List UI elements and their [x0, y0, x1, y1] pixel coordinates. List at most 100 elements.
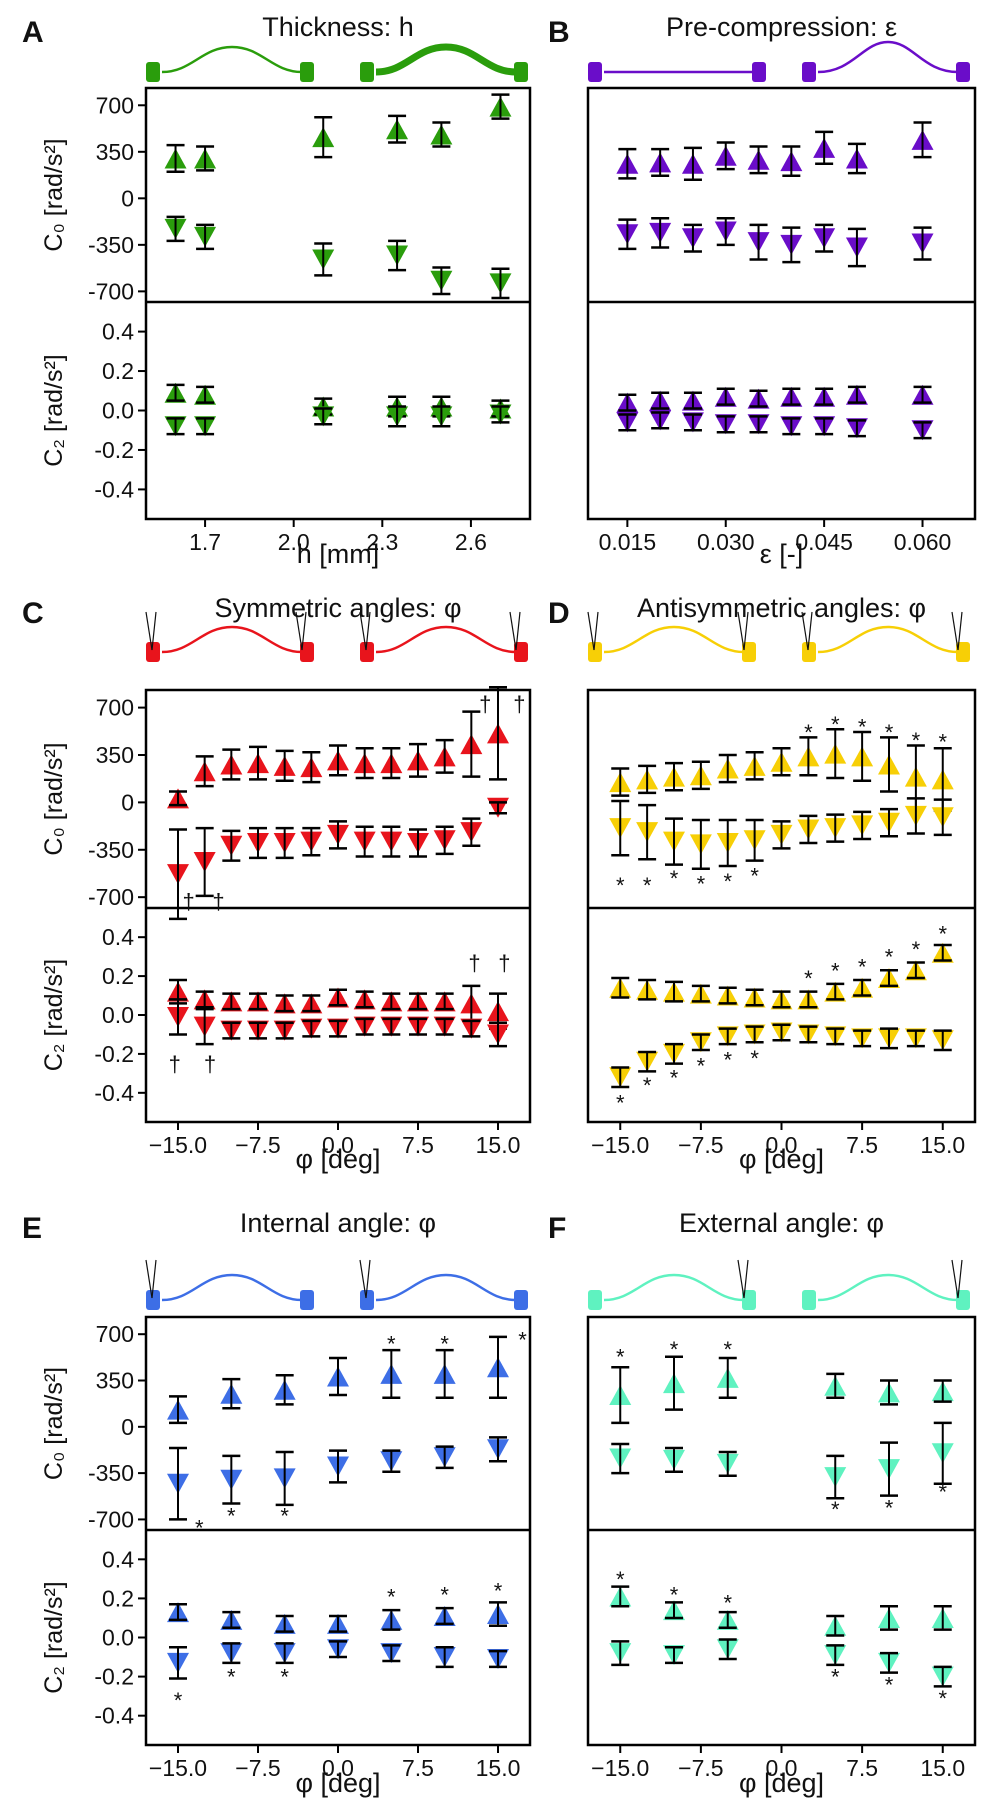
- errorbar-up: [665, 1601, 683, 1620]
- x-tick-label: −7.5: [235, 1132, 280, 1158]
- panel-title: Internal angle: φ: [240, 1208, 436, 1238]
- beam-curve: [375, 1273, 517, 1302]
- x-axis-label: φ [deg]: [739, 1144, 824, 1174]
- errorbar-down: [249, 826, 267, 860]
- significance-mark: *: [670, 1065, 679, 1090]
- panel-letter: D: [548, 597, 570, 630]
- y-tick-label: 0.2: [102, 1585, 134, 1611]
- beam-curve: [817, 625, 959, 654]
- errorbar-down: [314, 407, 333, 426]
- angle-line: [515, 611, 521, 651]
- errorbar-down: [382, 1449, 401, 1474]
- errorbar-up: [435, 1348, 454, 1399]
- errorbar-down: [196, 417, 215, 436]
- errorbar-down: [749, 223, 768, 261]
- beam-clamp-left: [146, 1290, 160, 1310]
- significance-mark: †: [498, 950, 510, 975]
- errorbar-down: [489, 1436, 507, 1463]
- beam-clamp-right: [956, 642, 970, 662]
- errorbar-up: [275, 1614, 294, 1633]
- panel-c-c2-axes: 0.4 0.2 0.0 -0.2 -0.4 C₂ [rad/s²] † † † †: [40, 924, 511, 1106]
- errorbar-up: [933, 1379, 952, 1403]
- y-tick-label: 0: [121, 185, 134, 211]
- significance-mark: *: [750, 1046, 759, 1071]
- beam-curve: [161, 625, 303, 654]
- panel-d-beam-icon-1: [801, 611, 970, 662]
- beam-clamp-left: [360, 1290, 374, 1310]
- significance-mark: *: [912, 937, 921, 962]
- significance-mark: *: [750, 864, 759, 889]
- panel-e-c0-axes: 700 350 0 -350 -700 C₀ [rad/s²] * * * * * *: [40, 1321, 527, 1540]
- panel-d: D Antisymmetric angles: φ* * * * * ** * * * * *** * *…: [548, 593, 977, 1174]
- beam-clamp-left: [802, 1290, 816, 1310]
- errorbar-up: [651, 147, 670, 177]
- errorbar-up: [275, 1373, 294, 1406]
- y-tick-label: -0.4: [94, 1080, 134, 1106]
- errorbar-down: [222, 829, 241, 862]
- errorbar-down: [302, 826, 321, 857]
- beam-clamp-right: [956, 62, 970, 82]
- errorbar-up: [435, 1606, 454, 1626]
- significance-mark: †: [468, 950, 480, 975]
- errorbar-down: [847, 419, 866, 438]
- errorbar-down: [638, 803, 657, 861]
- errorbar-up: [716, 387, 735, 406]
- beam-clamp-left: [146, 62, 160, 82]
- errorbar-up: [691, 984, 710, 1003]
- errorbar-up: [382, 1608, 401, 1631]
- significance-mark: *: [723, 1590, 732, 1615]
- panel-c-beam-icon-1: [359, 611, 528, 662]
- errorbar-up: [665, 980, 683, 1003]
- errorbar-down: [638, 1050, 657, 1073]
- errorbar-down: [382, 1644, 401, 1663]
- errorbar-up: [638, 764, 657, 795]
- errorbar-up: [749, 145, 768, 175]
- significance-mark: *: [174, 1688, 183, 1713]
- angle-line: [145, 611, 153, 651]
- beam-clamp-right: [956, 1290, 970, 1310]
- errorbar-down: [906, 797, 925, 835]
- panel-title: Pre-compression: ε: [666, 12, 897, 42]
- errorbar-down: [169, 1646, 187, 1680]
- errorbar-up: [275, 994, 294, 1013]
- significance-mark: *: [440, 1331, 449, 1356]
- errorbar-down: [815, 223, 834, 253]
- significance-mark: *: [831, 1497, 840, 1522]
- errorbar-up: [435, 992, 454, 1011]
- errorbar-up: [799, 990, 818, 1009]
- errorbar-up: [249, 745, 267, 781]
- y-axis-label: C₀ [rad/s²]: [40, 1367, 68, 1480]
- y-tick-label: 0.4: [102, 924, 134, 950]
- angle-line: [951, 611, 959, 651]
- x-tick-label: −15.0: [149, 1132, 207, 1158]
- errorbar-down: [880, 807, 898, 838]
- y-tick-label: 350: [96, 1368, 134, 1394]
- errorbar-down: [665, 1042, 683, 1065]
- errorbar-down: [718, 818, 737, 868]
- panel-b-c2-axes: [616, 384, 934, 441]
- plot-frame: [586, 86, 977, 521]
- angle-line: [801, 611, 809, 651]
- significance-mark: *: [227, 1503, 236, 1528]
- errorbar-up: [355, 990, 374, 1009]
- errorbar-down: [782, 226, 801, 264]
- errorbar-up: [462, 984, 481, 1023]
- x-tick-label: −15.0: [149, 1755, 207, 1781]
- errorbar-down: [275, 1450, 294, 1507]
- errorbar-down: [683, 223, 702, 253]
- panel-d-c0-axes: * * * * * * * * * * * *: [609, 712, 954, 898]
- significance-mark: *: [670, 1337, 679, 1362]
- beam-curve: [375, 625, 517, 654]
- x-tick-label: 0.060: [894, 529, 952, 555]
- significance-mark: *: [858, 715, 867, 740]
- errorbar-down: [880, 1027, 898, 1050]
- beam-clamp-right: [300, 62, 314, 82]
- angle-line: [365, 611, 371, 651]
- beam-clamp-right: [742, 642, 756, 662]
- errorbar-up: [302, 994, 321, 1013]
- errorbar-up: [249, 992, 267, 1011]
- errorbar-up: [665, 1355, 683, 1411]
- angle-line: [593, 611, 599, 651]
- errorbar-up: [195, 755, 214, 788]
- errorbar-up: [166, 143, 185, 173]
